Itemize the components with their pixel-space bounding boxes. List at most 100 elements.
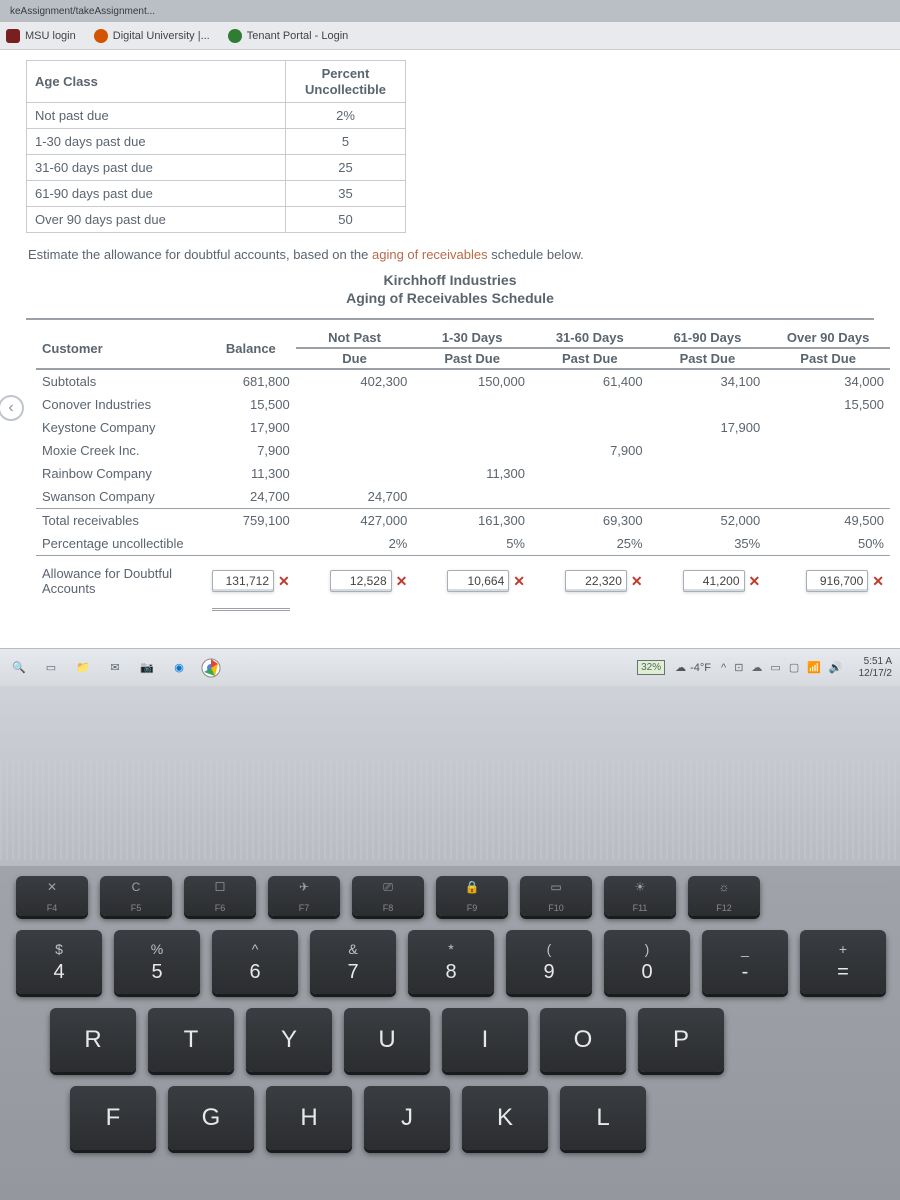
cell [649,462,767,485]
function-key: CF5 [100,876,172,916]
age-header: Age Class [27,61,286,103]
clear-icon[interactable]: ✕ [749,573,761,590]
bal-cell: 17,900 [206,416,296,439]
windows-taskbar[interactable]: 🔍 ▭ 📁 ✉ 📷 ◉ 32% ☁ -4°F ^ ⊡ ☁ ▭ ▢ 📶 🔊 5:5… [0,648,900,686]
wifi-icon[interactable]: 📶 [807,661,821,674]
bookmark-msu[interactable]: MSU login [6,29,76,43]
volume-icon[interactable]: 🔊 [829,661,843,674]
cell: 34,100 [649,369,767,393]
prev-arrow-button[interactable]: ‹ [0,395,24,421]
cell: 402,300 [296,369,414,393]
cell: 11,300 [413,462,531,485]
pct-header: Percent Uncollectible [286,61,406,103]
cust-cell: Swanson Company [36,485,206,509]
allowance-input-c5[interactable] [806,570,868,592]
laptop-keyboard: ✕F4CF5☐F6✈F7⎚F8🔒F9▭F10☀F11☼F12 $4%5^6&7*… [0,866,900,1200]
allowance-input-bal[interactable] [212,570,274,592]
cust-cell: Subtotals [36,369,206,393]
pct-cell: 5 [286,129,406,155]
function-key: ✈F7 [268,876,340,916]
explorer-icon[interactable]: 📁 [72,657,94,679]
tray-icon[interactable]: ⊡ [734,661,743,674]
camera-icon[interactable]: 📷 [136,657,158,679]
battery-indicator[interactable]: 32% [637,660,665,675]
table-row: Subtotals 681,800 402,300 150,000 61,400… [36,369,890,393]
edge-icon[interactable]: ◉ [168,657,190,679]
bookmark-icon [228,29,242,43]
function-key: 🔒F9 [436,876,508,916]
number-key: += [800,930,886,994]
letter-key: G [168,1086,254,1150]
clear-icon[interactable]: ✕ [631,573,643,590]
function-key: ✕F4 [16,876,88,916]
totals-val: 69,300 [531,509,649,533]
function-key: ☀F11 [604,876,676,916]
cust-cell: Conover Industries [36,393,206,416]
clear-icon[interactable]: ✕ [278,573,290,590]
battery-icon[interactable]: ▢ [789,661,799,674]
allowance-input-c3[interactable] [565,570,627,592]
aging-link[interactable]: aging of receivables [372,247,488,262]
clock[interactable]: 5:51 A 12/17/2 [859,656,892,680]
th: Past Due [649,348,767,369]
weather-widget[interactable]: ☁ -4°F [675,661,711,674]
th-customer: Customer [36,328,206,369]
chevron-up-icon[interactable]: ^ [721,662,726,674]
table-row: Rainbow Company 11,300 11,300 [36,462,890,485]
letter-key: F [70,1086,156,1150]
age-cell: 31-60 days past due [27,155,286,181]
clear-icon[interactable]: ✕ [396,573,408,590]
mail-icon[interactable]: ✉ [104,657,126,679]
letter-key: K [462,1086,548,1150]
time: 5:51 A [859,656,892,668]
task-view-icon[interactable]: ▭ [40,657,62,679]
cell: 150,000 [413,369,531,393]
bookmark-digital-u[interactable]: Digital University |... [94,29,210,43]
allowance-input-c2[interactable] [447,570,509,592]
cell [413,485,531,509]
allowance-input-c1[interactable] [330,570,392,592]
age-class-table: Age Class Percent Uncollectible Not past… [26,60,406,233]
function-key: ☐F6 [184,876,256,916]
totals-val: 427,000 [296,509,414,533]
tab-title: keAssignment/takeAssignment... [10,6,155,17]
th: Past Due [413,348,531,369]
cust-cell: Moxie Creek Inc. [36,439,206,462]
clear-icon[interactable]: ✕ [513,573,525,590]
chrome-icon[interactable] [200,657,222,679]
cell: 24,700 [296,485,414,509]
th: Over 90 Days [766,328,890,348]
cell [413,416,531,439]
pct-cell: 2% [286,103,406,129]
onedrive-icon[interactable]: ☁ [751,661,762,674]
clear-icon[interactable]: ✕ [872,573,884,590]
bal-cell: 24,700 [206,485,296,509]
search-icon[interactable]: 🔍 [8,657,30,679]
cell [766,416,890,439]
bookmark-icon [6,29,20,43]
cloud-icon: ☁ [675,661,686,674]
letter-key: R [50,1008,136,1072]
pct-val: 2% [296,532,414,556]
divider [26,318,874,320]
cell: 17,900 [649,416,767,439]
system-tray[interactable]: ^ ⊡ ☁ ▭ ▢ 📶 🔊 [721,661,843,674]
cell [649,485,767,509]
age-cell: 61-90 days past due [27,181,286,207]
allowance-input-c4[interactable] [683,570,745,592]
th: 31-60 Days [531,328,649,348]
number-key: ^6 [212,930,298,994]
cell [531,462,649,485]
cell [296,393,414,416]
cell [413,439,531,462]
cell: 34,000 [766,369,890,393]
pct-cell: 25 [286,155,406,181]
th: Due [296,348,414,369]
function-key: ☼F12 [688,876,760,916]
bookmark-tenant[interactable]: Tenant Portal - Login [228,29,349,43]
letter-key: I [442,1008,528,1072]
bal-cell: 15,500 [206,393,296,416]
display-icon[interactable]: ▭ [770,661,780,674]
age-cell: 1-30 days past due [27,129,286,155]
cell [766,462,890,485]
